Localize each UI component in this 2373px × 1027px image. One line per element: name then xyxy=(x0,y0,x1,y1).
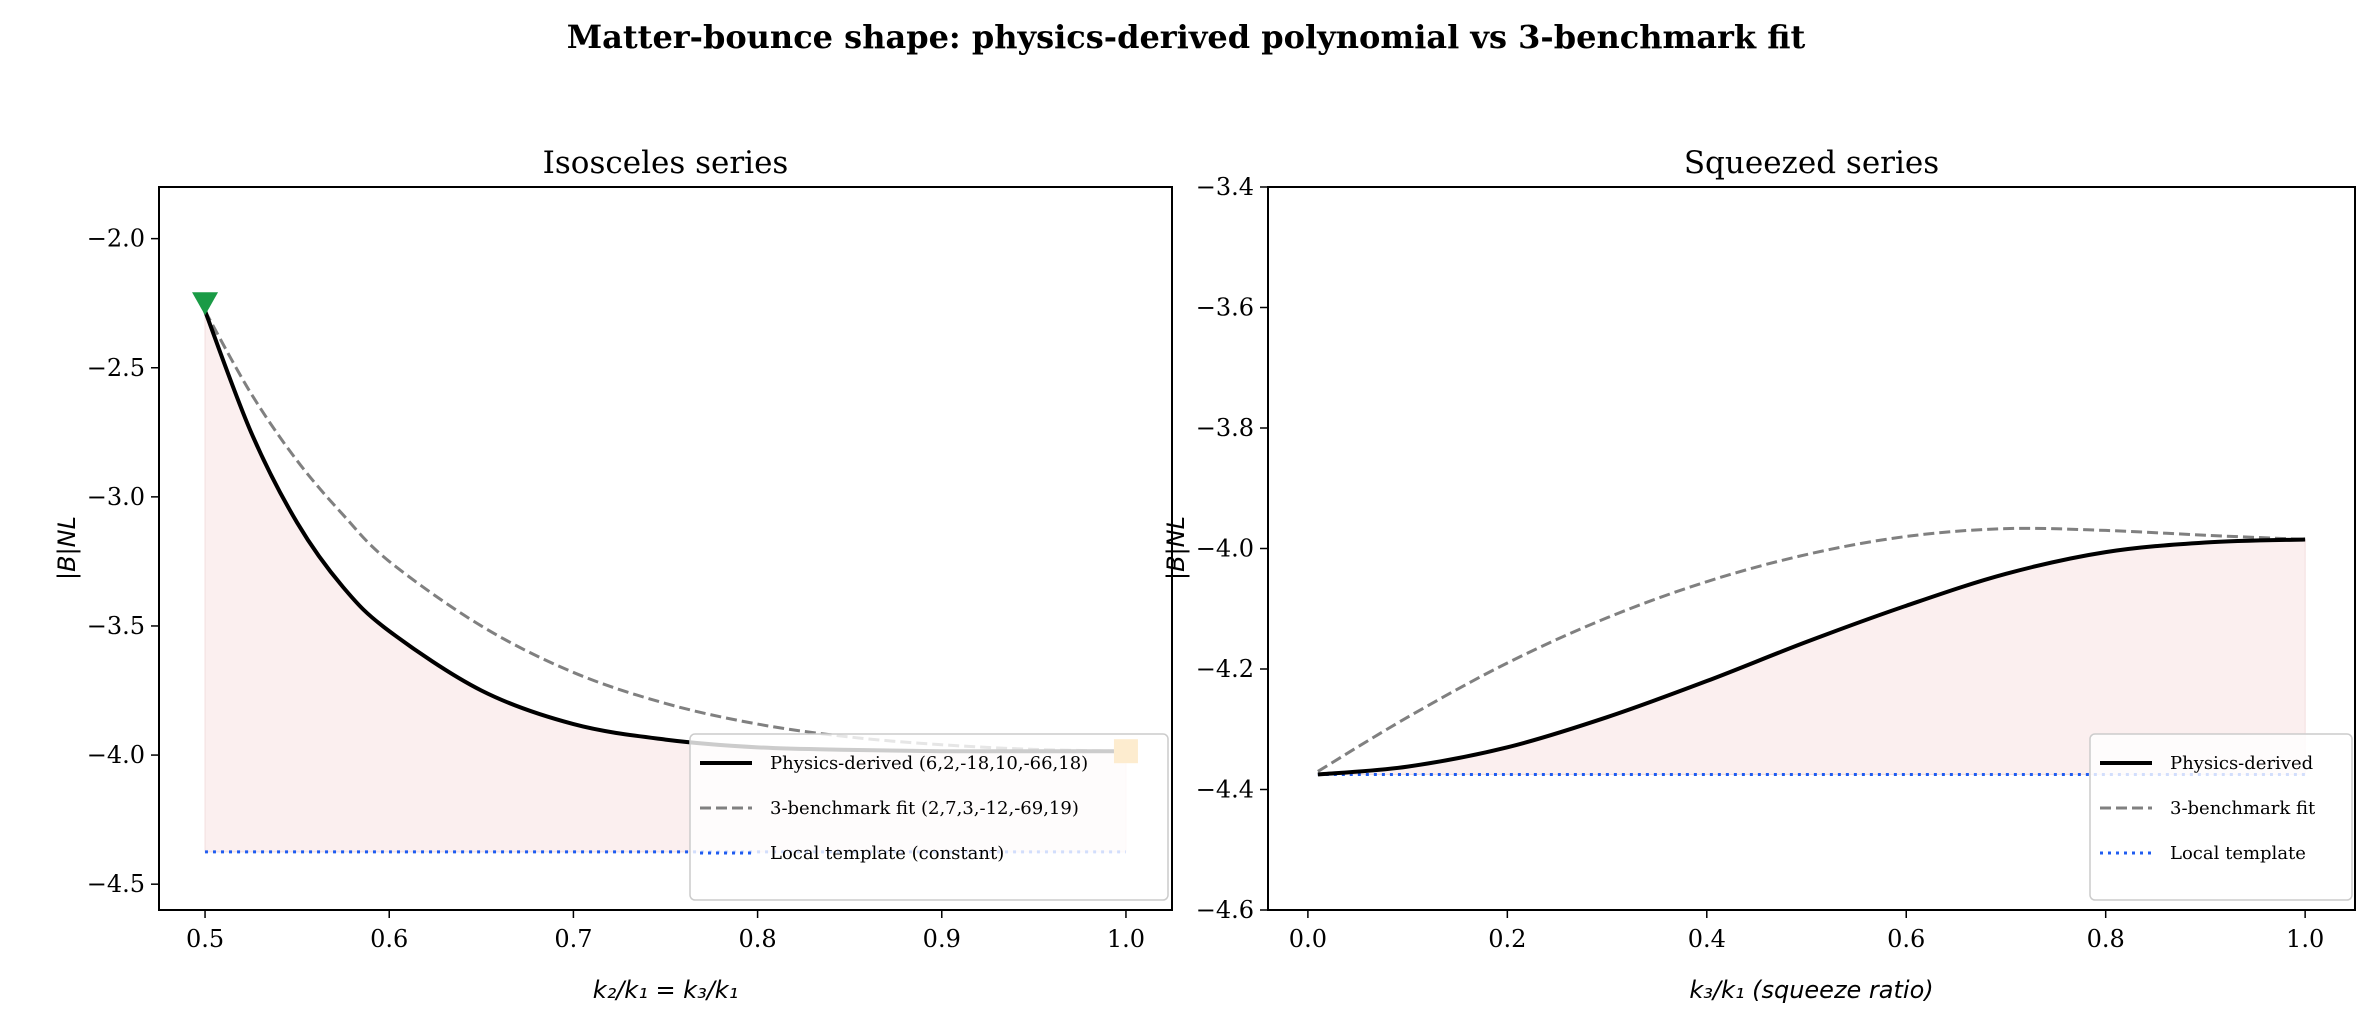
legend-label: Local template (constant) xyxy=(770,843,1004,864)
x-axis-label: k₂/k₁ = k₃/k₁ xyxy=(593,976,739,1004)
x-tick-label: 0.2 xyxy=(1488,925,1526,953)
panel-title: Isosceles series xyxy=(543,145,789,181)
x-tick-label: 0.9 xyxy=(923,925,961,953)
y-tick-label: −2.0 xyxy=(87,225,145,253)
x-tick-label: 0.8 xyxy=(739,925,777,953)
legend-label: Local template xyxy=(2170,843,2306,864)
legend-label: 3-benchmark fit (2,7,3,-12,-69,19) xyxy=(770,798,1079,819)
y-axis-label: |B|NL xyxy=(53,516,81,580)
x-tick-label: 0.4 xyxy=(1688,925,1726,953)
x-tick-label: 0.5 xyxy=(186,925,224,953)
triangle-marker xyxy=(192,292,219,316)
y-tick-label: −3.0 xyxy=(87,483,145,511)
x-tick-label: 1.0 xyxy=(2286,925,2324,953)
series-line-fit xyxy=(1317,526,2306,773)
y-tick-label: −3.5 xyxy=(87,612,145,640)
y-tick-label: −3.4 xyxy=(1196,173,1254,201)
y-tick-label: −4.0 xyxy=(1196,535,1254,563)
y-tick-label: −4.4 xyxy=(1196,776,1254,804)
y-tick-label: −4.0 xyxy=(87,741,145,769)
x-tick-label: 0.8 xyxy=(2087,925,2125,953)
y-tick-label: −3.8 xyxy=(1196,414,1254,442)
x-axis-label: k₃/k₁ (squeeze ratio) xyxy=(1689,976,1933,1004)
y-axis-label: |B|NL xyxy=(1162,516,1190,580)
x-tick-label: 1.0 xyxy=(1107,925,1145,953)
y-tick-label: −3.6 xyxy=(1196,294,1254,322)
x-tick-label: 0.0 xyxy=(1289,925,1327,953)
legend-label: Physics-derived (6,2,-18,10,-66,18) xyxy=(770,753,1088,774)
y-tick-label: −4.2 xyxy=(1196,655,1254,683)
legend-label: 3-benchmark fit xyxy=(2170,798,2316,819)
x-tick-label: 0.6 xyxy=(370,925,408,953)
y-tick-label: −4.5 xyxy=(87,870,145,898)
axes-frame xyxy=(158,186,1173,911)
x-tick-label: 0.6 xyxy=(1887,925,1925,953)
y-tick-label: −2.5 xyxy=(87,354,145,382)
legend-box xyxy=(689,733,1169,901)
isosceles-panel: |B|NL 0.5 0.6 0.7 0.8 0.9 1.0 −2.0 −2.5 −3.0 −3.5… xyxy=(53,145,1173,1004)
panel-title: Squeezed series xyxy=(1684,145,1939,181)
squeezed-panel: |B|NL 0.0 0.2 0.4 0.6 0.8 1.0 −3.4 −3.6 −3.8 −4.0… xyxy=(1162,145,2356,1004)
x-tick-label: 0.7 xyxy=(554,925,592,953)
legend-label: Physics-derived xyxy=(2170,753,2313,774)
legend-box xyxy=(2089,733,2353,901)
y-tick-label: −4.6 xyxy=(1196,896,1254,924)
series-line-physics xyxy=(1317,537,2306,777)
figure-title: Matter-bounce shape: physics-derived pol… xyxy=(567,18,1806,56)
